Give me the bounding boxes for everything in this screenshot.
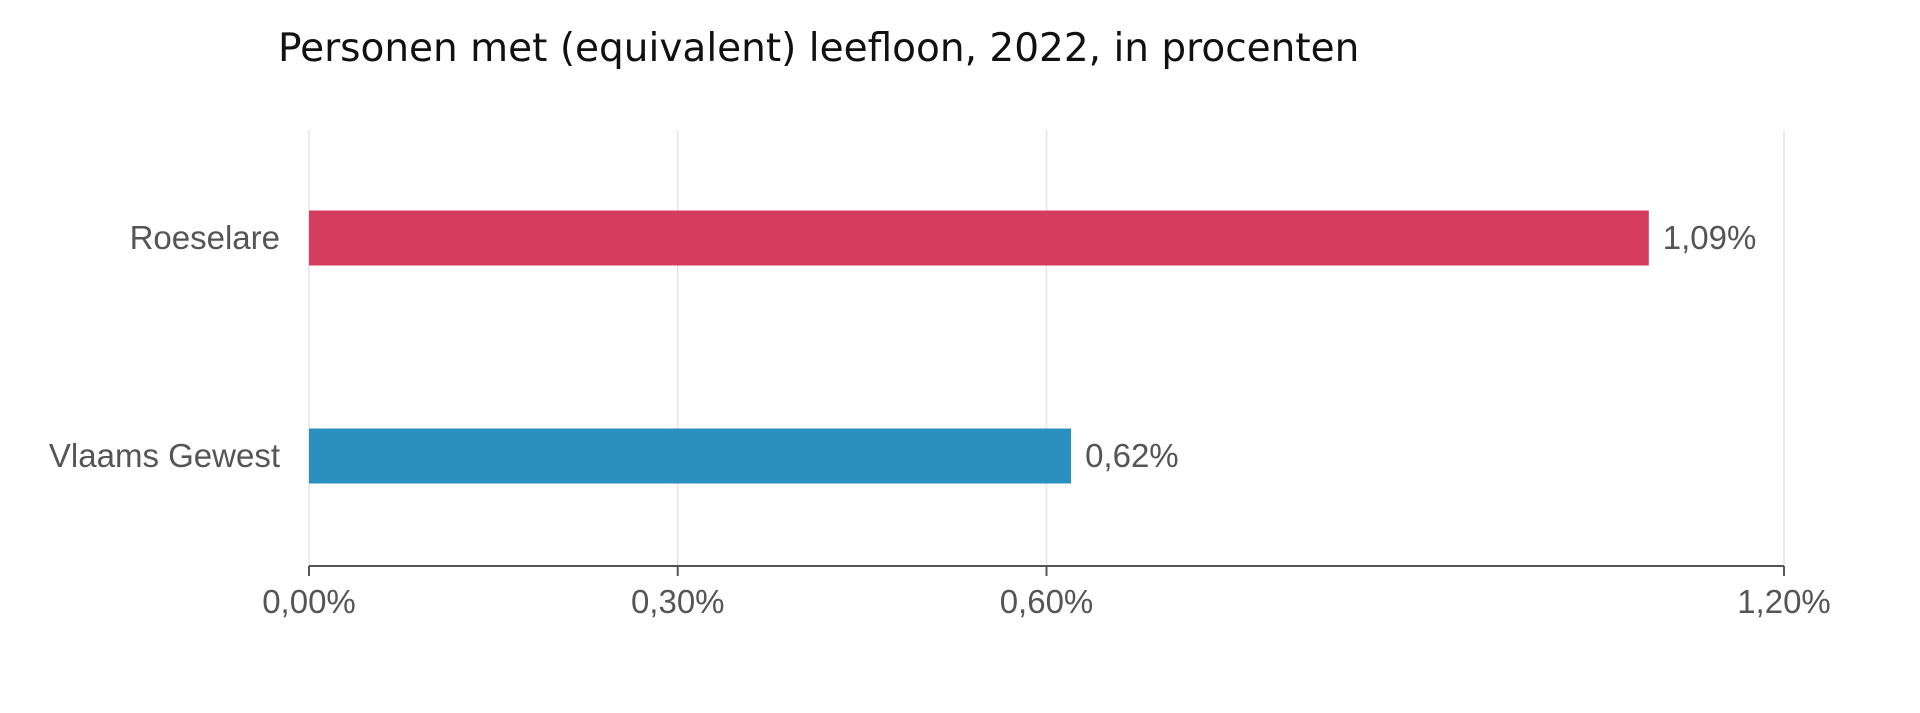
x-axis — [308, 565, 1785, 576]
data-label: 0,62% — [1085, 437, 1179, 474]
bar — [309, 210, 1649, 266]
x-tick-label: 1,20% — [1737, 583, 1831, 620]
data-label: 1,09% — [1663, 219, 1757, 256]
category-label: Vlaams Gewest — [49, 437, 280, 474]
labels: Roeselare 1,09% Vlaams Gewest 0,62% 0,00% 0,3… — [49, 219, 1831, 620]
x-tick-label: 0,60% — [1000, 583, 1094, 620]
gridlines — [308, 130, 1785, 566]
x-tick-label: 0,30% — [631, 583, 725, 620]
category-label: Roeselare — [130, 219, 280, 256]
bar — [309, 428, 1072, 484]
chart-title: Personen met (equivalent) leefloon, 2022… — [278, 26, 1360, 71]
bars — [309, 210, 1649, 484]
x-tick-label: 0,00% — [262, 583, 356, 620]
